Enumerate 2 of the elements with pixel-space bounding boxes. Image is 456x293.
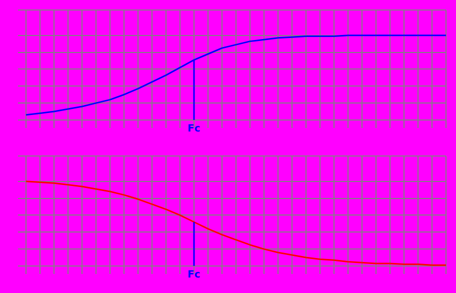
text: Fc (188, 124, 200, 135)
text: Fc (188, 270, 200, 281)
